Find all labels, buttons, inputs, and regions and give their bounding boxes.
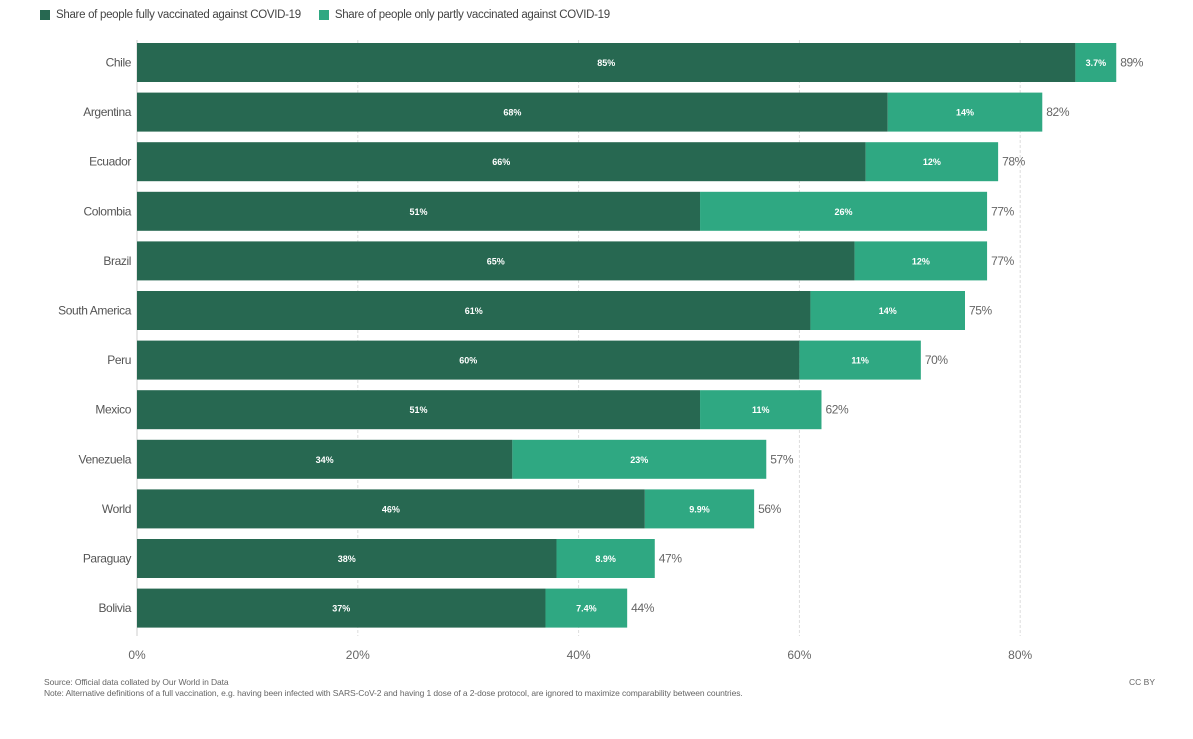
stacked-bar-chart: 0% 20% 40% 60% 80% Chile 85% 3.7% 89% Argentina 68… — [58, 40, 1144, 662]
category-label: South America — [58, 304, 132, 318]
bar-value-label: 3.7% — [1086, 58, 1107, 68]
bar-value-label: 60% — [459, 356, 477, 366]
bar-total-label: 77% — [991, 204, 1015, 218]
bar-value-label: 61% — [465, 306, 483, 316]
bar-partly-vaccinated — [512, 439, 767, 479]
x-tick-label: 80% — [1008, 648, 1032, 662]
bar-fully-vaccinated — [137, 142, 866, 182]
legend-swatch-partly — [318, 10, 329, 20]
bar-value-label: 85% — [597, 58, 615, 68]
bar-partly-vaccinated — [700, 390, 822, 430]
bar-value-label: 14% — [956, 108, 974, 118]
bar-fully-vaccinated — [137, 241, 855, 281]
category-label: Chile — [106, 56, 132, 70]
legend-label-partly: Share of people only partly vaccinated a… — [334, 9, 610, 21]
bar-fully-vaccinated — [137, 191, 701, 231]
bar-value-label: 34% — [316, 455, 334, 465]
bar-total-label: 89% — [1120, 56, 1144, 70]
bar-fully-vaccinated — [137, 340, 800, 380]
bar-fully-vaccinated — [137, 390, 701, 430]
x-tick-label: 20% — [346, 648, 370, 662]
bar-fully-vaccinated — [137, 489, 645, 529]
bar-value-label: 12% — [923, 157, 941, 167]
bar-fully-vaccinated — [137, 291, 811, 330]
bar-value-label: 7.4% — [576, 604, 597, 614]
x-tick-label: 0% — [128, 648, 146, 662]
bar-total-label: 82% — [1046, 105, 1070, 119]
bar-value-label: 65% — [487, 256, 505, 266]
bar-value-label: 11% — [752, 405, 770, 415]
bar-fully-vaccinated — [137, 439, 513, 479]
bar-partly-vaccinated — [810, 291, 965, 330]
bar-value-label: 68% — [503, 108, 521, 118]
bar-total-label: 77% — [991, 254, 1015, 268]
category-label: Peru — [107, 353, 131, 367]
legend-swatch-fully — [40, 10, 50, 20]
category-label: World — [102, 502, 131, 516]
bar-value-label: 38% — [338, 554, 356, 564]
bar-total-label: 47% — [659, 552, 683, 566]
category-label: Mexico — [95, 403, 131, 417]
bar-value-label: 9.9% — [689, 504, 710, 514]
legend-label-fully: Share of people fully vaccinated against… — [56, 9, 301, 21]
legend-item-fully-vaccinated[interactable]: Share of people fully vaccinated against… — [40, 9, 301, 21]
bar-partly-vaccinated — [700, 191, 988, 231]
bar-total-label: 75% — [969, 304, 993, 318]
bar-value-label: 51% — [410, 207, 428, 217]
bar-fully-vaccinated — [137, 588, 546, 628]
bar-partly-vaccinated — [865, 142, 999, 182]
bar-value-label: 37% — [332, 604, 350, 614]
category-label: Argentina — [83, 105, 131, 119]
x-tick-label: 40% — [567, 648, 591, 662]
category-label: Venezuela — [79, 452, 132, 466]
legend: Share of people fully vaccinated against… — [40, 9, 610, 21]
bar-value-label: 46% — [382, 504, 400, 514]
license-label: CC BY — [1129, 677, 1155, 687]
category-label: Brazil — [103, 254, 131, 268]
bar-fully-vaccinated — [137, 92, 888, 132]
category-label: Ecuador — [89, 155, 131, 169]
bar-value-label: 14% — [879, 306, 897, 316]
bar-total-label: 57% — [770, 452, 794, 466]
bar-total-label: 56% — [758, 502, 782, 516]
bar-partly-vaccinated — [799, 340, 921, 380]
chart-footer: Source: Official data collated by Our Wo… — [44, 677, 743, 699]
bar-value-label: 51% — [410, 405, 428, 415]
category-label: Bolivia — [98, 601, 131, 615]
bar-value-label: 26% — [835, 207, 853, 217]
bar-value-label: 12% — [912, 256, 930, 266]
bar-total-label: 70% — [925, 353, 949, 367]
bar-value-label: 23% — [630, 455, 648, 465]
bar-total-label: 78% — [1002, 155, 1026, 169]
bar-value-label: 66% — [492, 157, 510, 167]
bar-partly-vaccinated — [556, 539, 655, 578]
bar-value-label: 8.9% — [595, 554, 616, 564]
bar-fully-vaccinated — [137, 539, 557, 578]
bar-partly-vaccinated — [545, 588, 628, 628]
x-tick-label: 60% — [787, 648, 811, 662]
source-note: Source: Official data collated by Our Wo… — [44, 677, 229, 687]
bar-value-label: 11% — [851, 356, 869, 366]
category-label: Paraguay — [83, 552, 132, 566]
bar-partly-vaccinated — [1075, 43, 1117, 82]
bar-fully-vaccinated — [137, 43, 1076, 82]
bar-partly-vaccinated — [644, 489, 755, 529]
methodology-note: Note: Alternative definitions of a full … — [44, 688, 743, 698]
bar-partly-vaccinated — [887, 92, 1043, 132]
legend-item-partly-vaccinated[interactable]: Share of people only partly vaccinated a… — [318, 9, 610, 21]
bar-total-label: 62% — [825, 403, 849, 417]
category-label: Colombia — [84, 204, 132, 218]
bar-total-label: 44% — [631, 601, 655, 615]
bar-partly-vaccinated — [854, 241, 988, 281]
